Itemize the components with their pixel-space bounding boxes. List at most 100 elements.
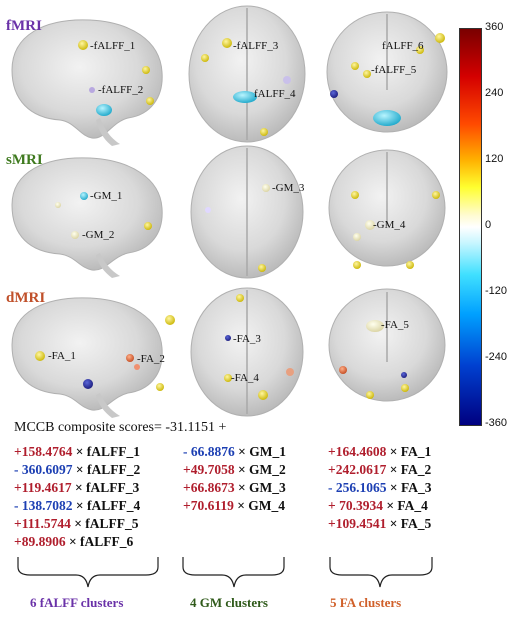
colorbar-tick-label: -120: [485, 285, 508, 297]
cluster-label-falff-1: -fALFF_1: [90, 40, 136, 52]
times-sign: ×: [389, 444, 398, 459]
variable: FA_5: [400, 516, 432, 531]
colorbar-tick-label: -360: [485, 417, 508, 429]
times-sign: ×: [74, 516, 82, 531]
smri-sagittal-brain: [11, 157, 163, 278]
variable: fALFF_4: [86, 498, 141, 513]
colorbar-tick-label: -240: [485, 351, 508, 363]
variable: fALFF_2: [86, 462, 141, 477]
colorbar-tick-label: 360: [485, 21, 504, 33]
cluster-label-gm-2: -GM_2: [82, 229, 115, 241]
times-sign: ×: [238, 444, 246, 459]
times-sign: ×: [68, 534, 77, 549]
cluster-label-gm-4: -GM_4: [373, 219, 406, 231]
coefficient: +89.8906: [14, 534, 66, 549]
variable: fALFF_1: [86, 444, 141, 459]
coefficient: - 256.1065: [328, 480, 387, 495]
times-sign: ×: [75, 444, 84, 459]
variable: GM_4: [248, 498, 286, 513]
variable: GM_3: [249, 480, 286, 495]
group-label-gm: 4 GM clusters: [190, 595, 268, 610]
times-sign: ×: [237, 498, 245, 513]
cluster-label-falff-4: fALFF_4: [254, 88, 296, 100]
fmri-axial-brain: [188, 5, 306, 143]
times-sign: ×: [386, 498, 395, 513]
colorbar-tick-label: 0: [485, 219, 492, 231]
falff-term-1: +158.4764 × fALFF_1: [14, 443, 140, 461]
times-sign: ×: [74, 480, 83, 495]
coefficient: +158.4764: [14, 444, 73, 459]
colorbar-tick-label: 240: [485, 87, 504, 99]
cluster-label-fa-3: -FA_3: [233, 333, 261, 345]
row-label-dmri: dMRI: [6, 290, 46, 306]
coefficient: +70.6119: [183, 498, 234, 513]
falff-term-6: +89.8906 × fALFF_6: [14, 533, 140, 551]
colorbar-tick-label: 120: [485, 153, 504, 165]
variable: GM_1: [249, 444, 286, 459]
fa-term-4: + 70.3934 × FA_4: [328, 497, 431, 515]
group-label-fa: 5 FA clusters: [330, 595, 402, 610]
falff-term-4: - 138.7082 × fALFF_4: [14, 497, 140, 515]
dmri-sagittal-brain: [11, 297, 163, 418]
times-sign: ×: [237, 462, 246, 477]
times-sign: ×: [389, 462, 398, 477]
coefficient: +109.4541: [328, 516, 387, 531]
falff-term-5: +111.5744 × fALFF_5: [14, 515, 140, 533]
coefficient: +49.7058: [183, 462, 235, 477]
dmri-axial-brain: [190, 287, 304, 417]
gm-term-4: +70.6119 × GM_4: [183, 497, 286, 515]
variable: fALFF_6: [80, 534, 134, 549]
times-sign: ×: [75, 498, 84, 513]
group-braces: [17, 557, 433, 588]
cluster-label-gm-3: -GM_3: [272, 182, 305, 194]
variable: fALFF_3: [86, 480, 140, 495]
cluster-label-falff-6: fALFF_6: [382, 40, 424, 52]
variable: FA_4: [397, 498, 428, 513]
cluster-label-falff-3: -fALFF_3: [233, 40, 279, 52]
coefficient: +242.0617: [328, 462, 387, 477]
coefficient: +164.4608: [328, 444, 387, 459]
cluster-label-fa-2: -FA_2: [137, 353, 165, 365]
group-label-falff: 6 fALFF clusters: [30, 595, 124, 610]
gm-term-1: - 66.8876 × GM_1: [183, 443, 286, 461]
variable: FA_3: [400, 480, 432, 495]
coefficient: + 70.3934: [328, 498, 383, 513]
coefficient: +111.5744: [14, 516, 71, 531]
fa-term-1: +164.4608 × FA_1: [328, 443, 431, 461]
row-label-fmri: fMRI: [6, 18, 42, 34]
cluster-blobs: [35, 33, 445, 400]
colorbar: [459, 28, 482, 426]
cluster-label-fa-4: -FA_4: [231, 372, 259, 384]
cluster-label-fa-1: -FA_1: [48, 350, 76, 362]
times-sign: ×: [389, 516, 398, 531]
times-sign: ×: [389, 480, 398, 495]
fa-term-3: - 256.1065 × FA_3: [328, 479, 431, 497]
smri-axial-brain: [190, 145, 304, 279]
row-label-smri: sMRI: [6, 152, 43, 168]
variable: fALFF_5: [85, 516, 139, 531]
fa-brace: [329, 557, 433, 588]
coefficient: - 66.8876: [183, 444, 235, 459]
times-sign: ×: [237, 480, 246, 495]
cluster-label-fa-5: -FA_5: [381, 319, 409, 331]
variable: FA_2: [400, 462, 432, 477]
dmri-coronal-brain: [328, 288, 446, 402]
coefficient: - 360.6097: [14, 462, 73, 477]
variable: FA_1: [400, 444, 432, 459]
gm-terms: - 66.8876 × GM_1 +49.7058 × GM_2 +66.8673 …: [183, 443, 286, 515]
falff-term-3: +119.4617 × fALFF_3: [14, 479, 140, 497]
variable: GM_2: [249, 462, 286, 477]
cluster-label-gm-1: -GM_1: [90, 190, 123, 202]
gm-brace: [182, 557, 285, 588]
coefficient: - 138.7082: [14, 498, 73, 513]
fa-term-5: +109.4541 × FA_5: [328, 515, 431, 533]
times-sign: ×: [75, 462, 84, 477]
composite-formula: MCCB composite scores= -31.1151 +: [14, 420, 227, 435]
gm-term-3: +66.8673 × GM_3: [183, 479, 286, 497]
smri-coronal-brain: [328, 149, 446, 267]
cluster-label-falff-5: -fALFF_5: [371, 64, 417, 76]
cluster-label-falff-2: -fALFF_2: [98, 84, 144, 96]
falff-brace: [17, 557, 159, 588]
fa-term-2: +242.0617 × FA_2: [328, 461, 431, 479]
